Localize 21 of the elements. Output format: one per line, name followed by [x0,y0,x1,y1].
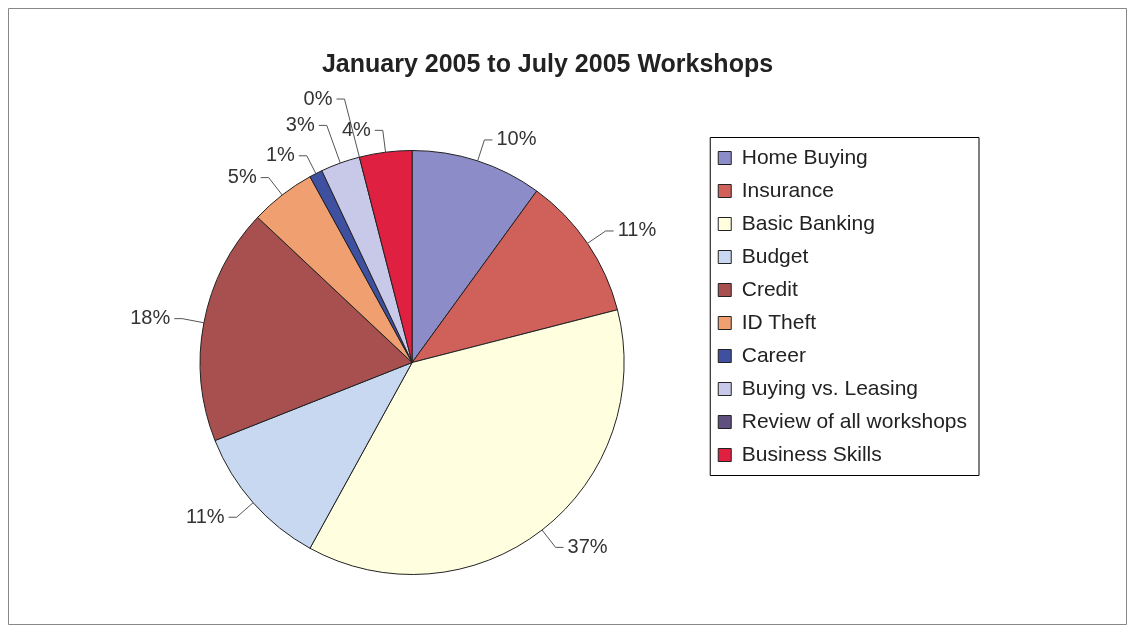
legend-label: Basic Banking [741,210,875,234]
legend-label: Review of all workshops [741,408,968,432]
data-label: 1% [265,143,296,166]
data-label: 10% [496,127,537,150]
data-label: 11% [617,218,657,241]
data-label: 3% [285,112,315,135]
data-label: 11% [186,504,225,527]
legend-label: Business Skills [741,441,882,465]
data-label: 37% [567,534,608,557]
legend-label: Insurance [741,177,834,201]
chart-title: January 2005 to July 2005 Workshops [321,48,774,77]
legend-label: Career [741,342,806,366]
data-label: 4% [341,117,372,140]
legend-label: ID Theft [741,309,817,333]
legend-label: Home Buying [741,144,868,168]
legend-label: Credit [741,276,798,300]
text: 0% [303,86,333,109]
legend-label: Buying vs. Leasing [741,375,919,399]
data-label: 5% [227,165,257,188]
data-label: 18% [130,306,171,329]
legend-label: Budget [741,243,809,267]
